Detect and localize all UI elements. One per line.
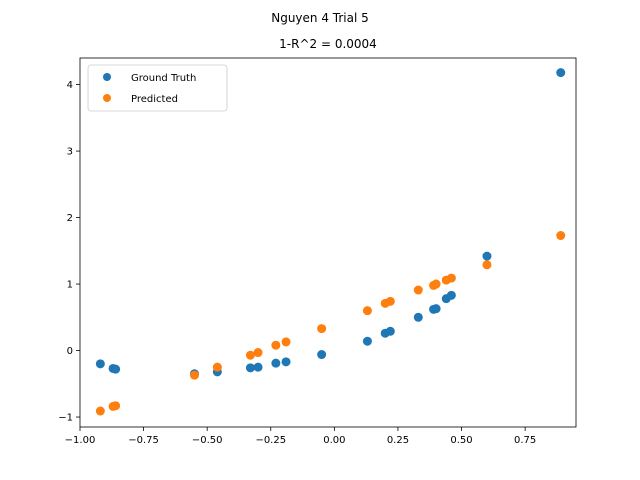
y-axis: −1 0 1 2 3 4	[58, 80, 80, 424]
plot-frame	[79, 57, 577, 428]
predicted-point	[245, 350, 255, 360]
x-tick-label: 0.50	[450, 435, 472, 446]
legend-marker-ground-truth	[103, 73, 111, 81]
legend-label-predicted: Predicted	[131, 94, 178, 105]
predicted-point	[95, 406, 105, 416]
predicted-point	[362, 306, 372, 316]
predicted-point	[317, 324, 327, 334]
predicted-point	[111, 401, 121, 411]
predicted-point	[446, 273, 456, 283]
ground-truth-point	[446, 290, 456, 300]
predicted-point	[482, 260, 492, 270]
ground-truth-point	[281, 357, 291, 367]
ground-truth-point	[253, 362, 263, 372]
x-tick-label: −1.00	[65, 435, 96, 446]
figure-suptitle: Nguyen 4 Trial 5	[271, 11, 369, 25]
y-tick-label: 3	[67, 147, 73, 158]
x-tick-label: 0.25	[387, 435, 409, 446]
predicted-point	[253, 348, 263, 358]
x-tick-label: −0.25	[255, 435, 286, 446]
ground-truth-point	[385, 326, 395, 336]
y-tick-label: −1	[58, 413, 73, 424]
ground-truth-point	[245, 363, 255, 373]
predicted-point	[431, 279, 441, 289]
legend-marker-predicted	[103, 94, 111, 102]
ground-truth-point	[431, 304, 441, 314]
y-tick-label: 4	[67, 80, 73, 91]
plot-points	[95, 68, 566, 416]
ground-truth-point	[482, 251, 492, 261]
predicted-point	[413, 285, 423, 295]
x-tick-label: 0.75	[514, 435, 536, 446]
axes-title: 1-R^2 = 0.0004	[279, 37, 377, 51]
ground-truth-point	[271, 358, 281, 368]
y-tick-label: 0	[67, 346, 73, 357]
x-tick-label: −0.50	[192, 435, 223, 446]
ground-truth-point	[317, 350, 327, 360]
predicted-point	[189, 370, 199, 380]
y-tick-label: 2	[67, 213, 73, 224]
x-tick-label: 0.00	[323, 435, 345, 446]
predicted-point	[212, 362, 222, 372]
x-axis: −1.00 −0.75 −0.50 −0.25 0.00 0.25 0.50 0.75	[65, 427, 536, 446]
ground-truth-point	[95, 359, 105, 369]
predicted-point	[556, 231, 566, 241]
x-tick-label: −0.75	[128, 435, 159, 446]
predicted-point	[281, 337, 291, 347]
ground-truth-point	[413, 312, 423, 322]
y-tick-label: 1	[67, 280, 73, 291]
predicted-point	[385, 296, 395, 306]
legend: Ground Truth Predicted	[87, 64, 228, 112]
ground-truth-point	[556, 68, 566, 78]
predicted-point	[271, 340, 281, 350]
ground-truth-point	[362, 336, 372, 346]
ground-truth-point	[111, 364, 121, 374]
legend-label-ground-truth: Ground Truth	[131, 73, 196, 84]
legend-box	[87, 64, 228, 112]
